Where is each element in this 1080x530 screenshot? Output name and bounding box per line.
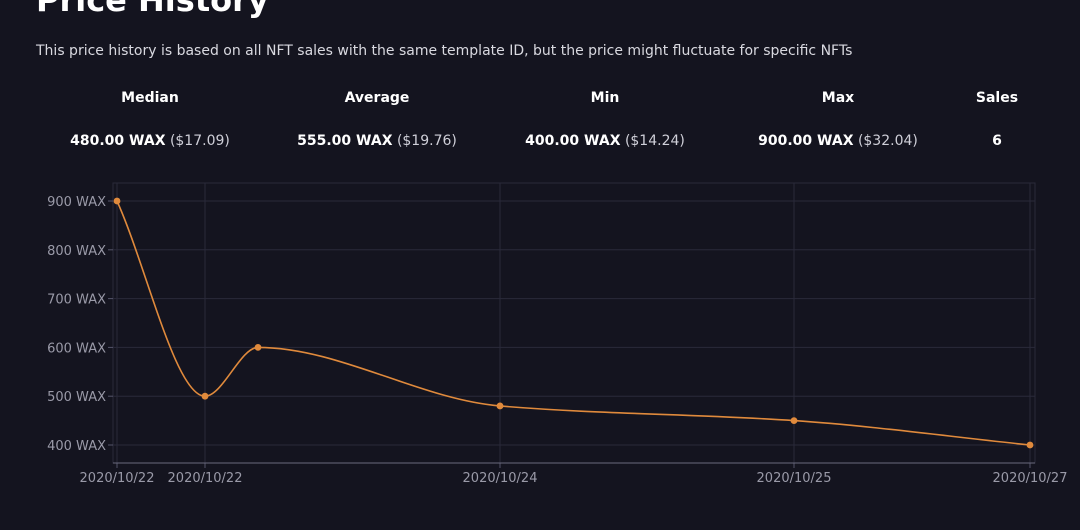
stat-average-value: 555.00 WAX ($19.76) — [257, 131, 497, 151]
stat-max: Max 900.00 WAX ($32.04) — [718, 88, 958, 151]
stats-row: Median 480.00 WAX ($17.09) Average 555.0… — [0, 88, 1080, 158]
stat-average: Average 555.00 WAX ($19.76) — [257, 88, 497, 151]
stat-median: Median 480.00 WAX ($17.09) — [30, 88, 270, 151]
page-title: Price History — [36, 0, 269, 19]
stat-max-value: 900.00 WAX ($32.04) — [718, 131, 958, 151]
price-series-line — [116, 200, 1031, 446]
y-tick-label: 600 WAX — [47, 341, 106, 356]
stat-average-usd: ($19.76) — [396, 133, 457, 149]
y-tick-label: 900 WAX — [47, 195, 106, 210]
stat-min: Min 400.00 WAX ($14.24) — [485, 88, 725, 151]
stat-sales-count: 6 — [992, 133, 1002, 149]
stat-median-value: 480.00 WAX ($17.09) — [30, 131, 270, 151]
stat-sales-value: 6 — [877, 131, 1080, 151]
stat-median-wax: 480.00 WAX — [70, 133, 166, 149]
price-data-point — [1026, 441, 1034, 449]
price-data-point — [496, 402, 504, 410]
price-data-point — [201, 392, 209, 400]
price-chart[interactable]: 900 WAX 800 WAX 700 WAX 600 WAX 500 WAX 400 W… — [0, 170, 1080, 500]
y-tick-label: 700 WAX — [47, 293, 106, 308]
stat-min-wax: 400.00 WAX — [525, 133, 621, 149]
stat-median-label: Median — [121, 90, 179, 106]
stat-min-label: Min — [590, 90, 620, 106]
x-tick-label: 2020/10/27 — [993, 471, 1068, 486]
x-tick-label: 2020/10/22 — [80, 471, 155, 486]
price-data-point — [254, 344, 262, 351]
y-tick-label: 400 WAX — [47, 439, 106, 454]
price-data-point — [113, 197, 121, 205]
stat-max-usd: ($32.04) — [857, 133, 918, 149]
stat-min-usd: ($14.24) — [624, 133, 685, 149]
price-chart-svg[interactable]: 900 WAX 800 WAX 700 WAX 600 WAX 500 WAX 400 W… — [0, 170, 1080, 500]
stat-sales-label: Sales — [975, 90, 1019, 106]
stat-max-label: Max — [821, 90, 855, 106]
x-tick-label: 2020/10/22 — [168, 471, 243, 486]
page-description: This price history is based on all NFT s… — [36, 43, 853, 59]
stat-average-label: Average — [344, 90, 410, 106]
x-tick-label: 2020/10/25 — [757, 471, 832, 486]
y-tick-label: 800 WAX — [47, 244, 106, 259]
price-data-point — [790, 417, 798, 424]
stat-sales: Sales 6 — [877, 88, 1080, 151]
plot-frame — [112, 182, 1036, 464]
stat-average-wax: 555.00 WAX — [297, 133, 393, 149]
stat-median-usd: ($17.09) — [169, 133, 230, 149]
x-tick-label: 2020/10/24 — [463, 471, 538, 486]
stat-max-wax: 900.00 WAX — [758, 133, 854, 149]
y-tick-label: 500 WAX — [47, 390, 106, 405]
stat-min-value: 400.00 WAX ($14.24) — [485, 131, 725, 151]
